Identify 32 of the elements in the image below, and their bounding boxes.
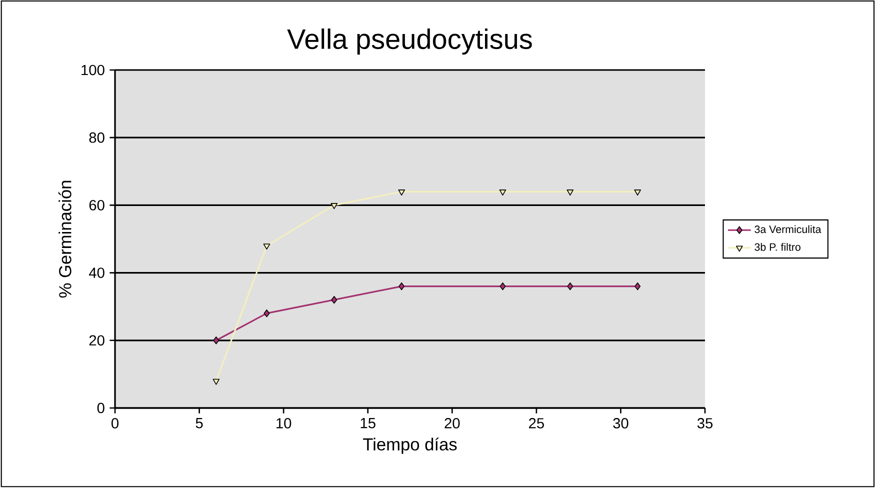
point: [398, 190, 405, 196]
x-tick-label: 30: [613, 418, 628, 428]
x-tick-label: 0: [111, 418, 118, 428]
y-tick-label: 40: [88, 268, 104, 278]
chart-title: Vella pseudocytisus: [287, 28, 532, 55]
point: [634, 282, 641, 290]
legend-label: 3b P. filtro: [754, 242, 800, 251]
y-tick-label: 0: [97, 402, 104, 414]
point: [331, 296, 338, 304]
legend-label: 3a Vermiculita: [754, 225, 822, 234]
y-tick-label: 60: [89, 200, 104, 210]
point: [330, 203, 338, 210]
point: [263, 244, 270, 250]
y-axis-title: % Germinación: [58, 180, 72, 298]
x-tick-label: 15: [360, 418, 376, 428]
y-tick-label: 20: [89, 335, 104, 346]
point: [499, 190, 506, 196]
x-axis-title: Tiempo días: [363, 438, 457, 454]
point: [264, 309, 270, 318]
point: [398, 282, 405, 290]
x-tick-label: 25: [529, 418, 544, 428]
x-tick-label: 5: [196, 418, 203, 428]
x-tick-label: 20: [444, 418, 460, 428]
point: [567, 282, 574, 290]
point: [566, 190, 574, 196]
point: [500, 282, 506, 290]
y-tick-label: 100: [82, 64, 104, 76]
y-tick-label: 80: [89, 132, 104, 143]
x-tick-label: 10: [276, 418, 292, 428]
point: [213, 336, 220, 344]
x-tick-label: 35: [697, 418, 713, 428]
point: [634, 190, 641, 196]
